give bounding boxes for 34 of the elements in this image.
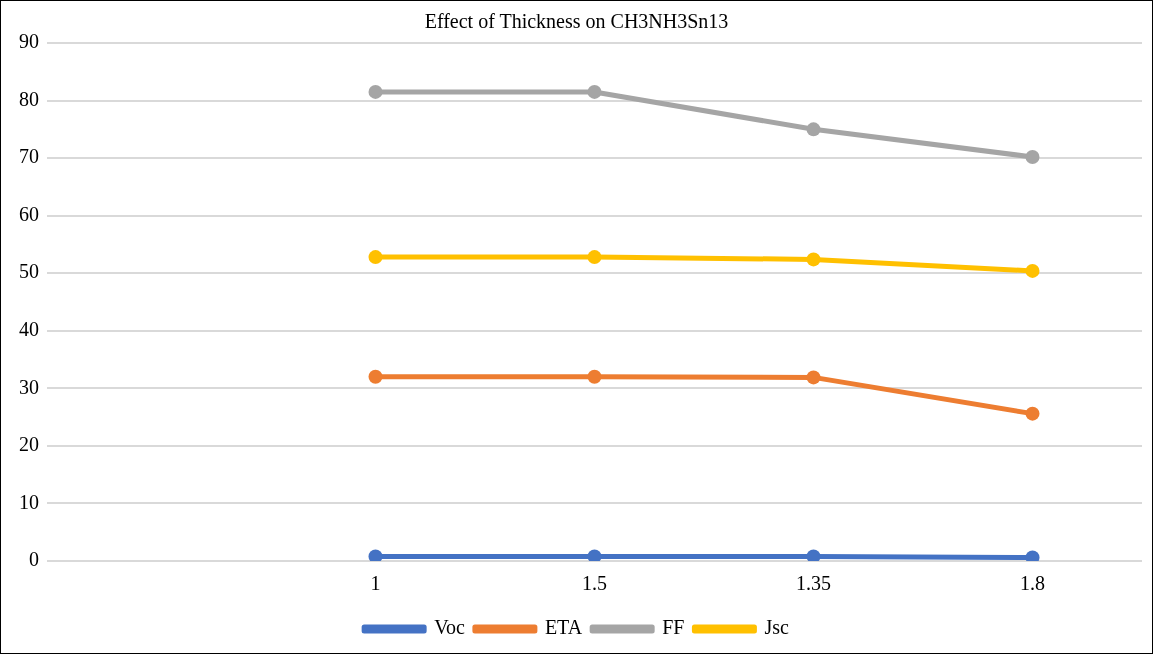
y-tick-label: 90 — [19, 30, 39, 53]
point — [1025, 406, 1040, 421]
y-tick-label: 30 — [19, 375, 39, 398]
y-tick-label: 50 — [19, 260, 39, 283]
point — [1025, 149, 1040, 164]
y-tick-label: 20 — [19, 433, 39, 456]
legend-label: FF — [662, 616, 685, 639]
x-tick-label: 1.8 — [1020, 572, 1045, 595]
point — [587, 369, 602, 384]
x-tick-label: 1.5 — [582, 572, 607, 595]
y-tick-label: 40 — [19, 318, 39, 341]
point — [587, 549, 602, 561]
legend-label: Voc — [434, 616, 466, 639]
point — [806, 122, 821, 137]
y-tick-label: 10 — [19, 490, 39, 513]
point — [368, 369, 383, 384]
legend-label: ETA — [544, 616, 583, 639]
point — [368, 250, 383, 265]
x-tick-label: 1 — [370, 572, 381, 595]
y-tick-label: 0 — [29, 548, 39, 571]
y-tick-label: 80 — [19, 87, 39, 110]
point — [368, 549, 383, 561]
y-tick-label: 60 — [19, 202, 39, 225]
point — [806, 370, 821, 385]
point — [368, 84, 383, 99]
point — [806, 549, 821, 561]
y-tick-label: 70 — [19, 145, 39, 168]
chart-title: Effect of Thickness on CH3NH3Sn13 — [424, 10, 729, 33]
point — [1025, 263, 1040, 278]
point — [587, 84, 602, 99]
point — [587, 250, 602, 265]
legend-label: Jsc — [764, 616, 789, 639]
point — [806, 252, 821, 267]
x-tick-label: 1.35 — [796, 572, 831, 595]
